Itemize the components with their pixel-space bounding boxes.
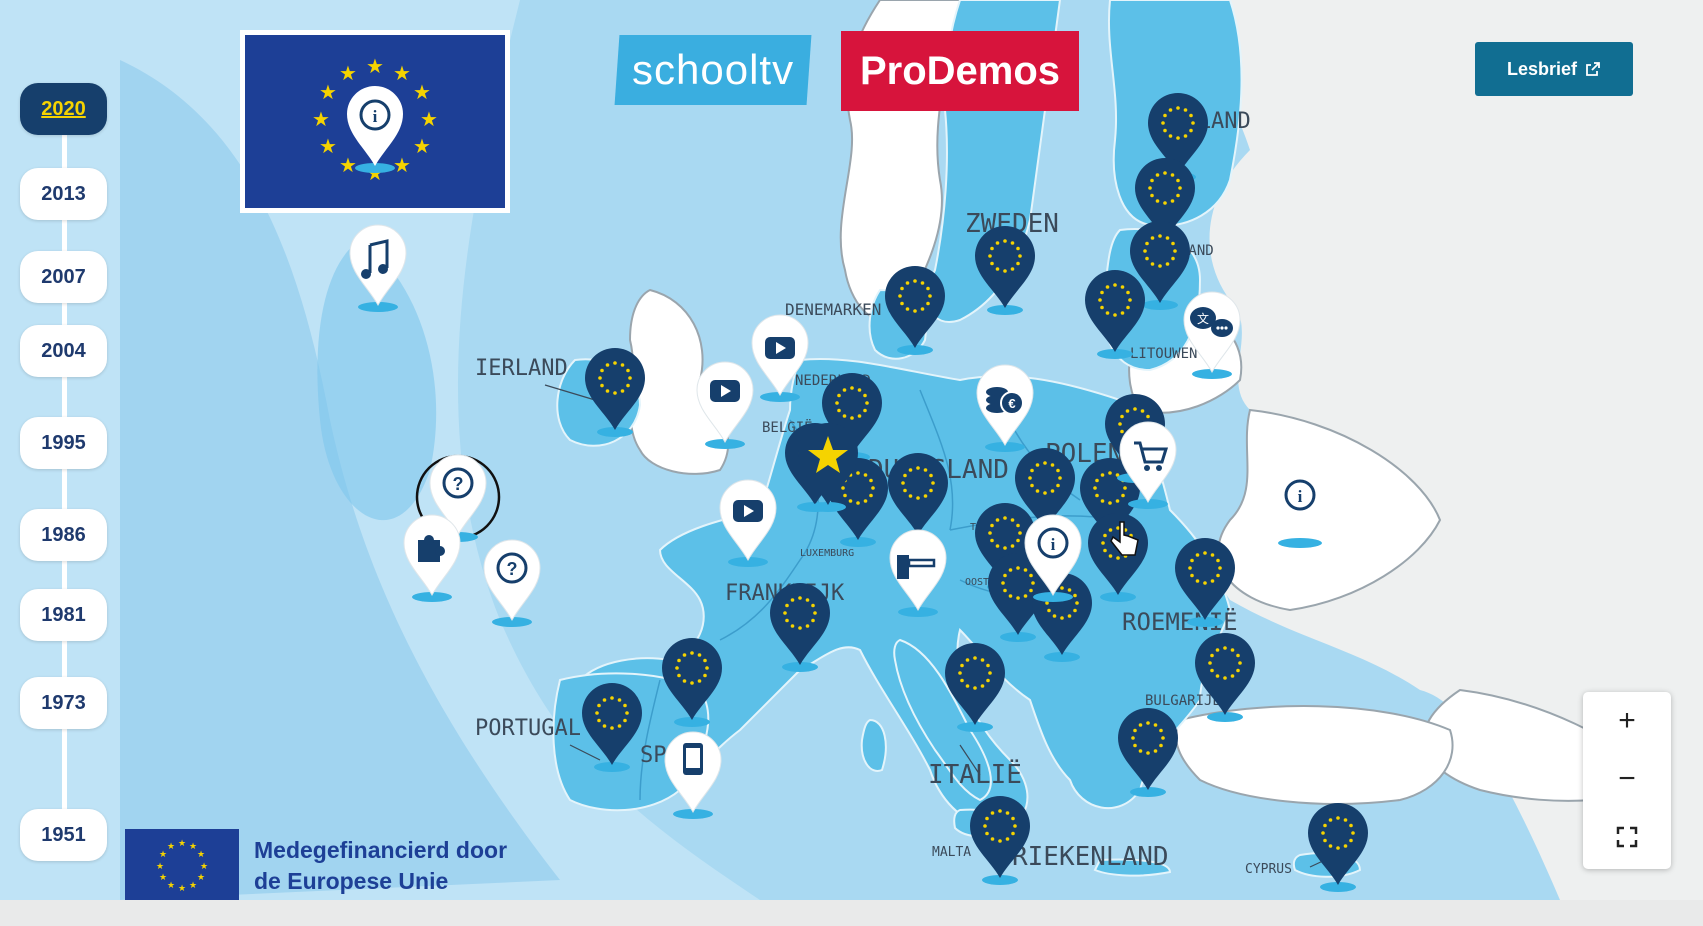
zoom-out-button[interactable]: − <box>1618 762 1636 795</box>
label-oostenrijk: OOST <box>965 577 989 588</box>
year-1986-button[interactable]: 1986 <box>20 509 107 561</box>
label-denemarken: DENEMARKEN <box>785 300 881 319</box>
year-2013-button[interactable]: 2013 <box>20 168 107 220</box>
schooltv-logo-text: schooltv <box>631 46 795 93</box>
svg-text:★: ★ <box>156 862 164 872</box>
cofunded-line2: de Europese Unie <box>254 868 449 894</box>
puzzle-icon[interactable] <box>403 514 461 603</box>
label-litouwen: LITOUWEN <box>1130 346 1197 362</box>
year-2004-button[interactable]: 2004 <box>20 325 107 377</box>
svg-text:★: ★ <box>197 873 205 883</box>
cofunded-line1: Medegefinancierd door <box>254 837 508 863</box>
info-icon <box>359 99 391 131</box>
schooltv-logo[interactable]: schooltv <box>614 35 812 105</box>
year-1995-button[interactable]: 1995 <box>20 417 107 469</box>
svg-text:★: ★ <box>167 842 175 852</box>
map-stage[interactable]: IERLAND PORTUGAL SPA FRANKRIJK DUITSLAND… <box>0 0 1703 900</box>
svg-text:★: ★ <box>366 54 384 78</box>
prodemos-logo[interactable]: ProDemos <box>841 31 1079 111</box>
fullscreen-button[interactable] <box>1583 808 1671 866</box>
label-italie: ITALIË <box>928 758 1022 790</box>
svg-text:★: ★ <box>178 839 186 849</box>
svg-text:★: ★ <box>413 80 431 104</box>
label-luxemburg: LUXEMBURG <box>800 548 854 559</box>
label-cyprus: CYPRUS <box>1245 862 1292 877</box>
phone-icon[interactable] <box>664 731 722 820</box>
year-2007-button[interactable]: 2007 <box>20 251 107 303</box>
svg-text:★: ★ <box>167 881 175 891</box>
eu-flag-info[interactable]: ★★★ ★★★ ★★★ ★★★ i <box>240 30 510 213</box>
svg-text:★: ★ <box>393 61 411 85</box>
euro-coins-icon[interactable]: € <box>976 364 1034 453</box>
svg-text:★: ★ <box>319 80 337 104</box>
external-link-icon <box>1586 62 1600 76</box>
year-1973-button[interactable]: 1973 <box>20 677 107 729</box>
lesbrief-label: Lesbrief <box>1506 58 1578 79</box>
svg-text:€: € <box>1008 396 1015 411</box>
year-1951-button[interactable]: 1951 <box>20 809 107 861</box>
cofunded-text: Medegefinancierd door de Europese Unie <box>254 835 507 897</box>
barrier-icon[interactable] <box>889 529 947 618</box>
label-bulgarije: BULGARIJE <box>1145 693 1221 709</box>
svg-text:★: ★ <box>319 134 337 158</box>
svg-text:★: ★ <box>189 881 197 891</box>
europe-map[interactable]: IERLAND PORTUGAL SPA FRANKRIJK DUITSLAND… <box>0 0 1703 900</box>
question-icon[interactable]: ? <box>483 539 541 628</box>
year-2020-button[interactable]: 2020 <box>20 83 107 135</box>
svg-text:?: ? <box>453 474 464 494</box>
svg-text:i: i <box>373 107 378 126</box>
youtube-icon[interactable] <box>696 361 754 450</box>
info-icon[interactable]: i <box>1024 514 1082 603</box>
timeline-line <box>62 120 67 840</box>
year-1981-button[interactable]: 1981 <box>20 589 107 641</box>
svg-text:i: i <box>1051 535 1056 554</box>
svg-text:★: ★ <box>189 842 197 852</box>
cofunded-eu-flag: ★ ★ ★ ★ ★ ★ ★ ★ ★ ★ ★ ★ <box>125 829 239 900</box>
svg-text:★: ★ <box>393 153 411 177</box>
svg-text:★: ★ <box>420 107 438 131</box>
cart-icon[interactable] <box>1119 421 1177 510</box>
label-malta: MALTA <box>932 845 971 860</box>
svg-text:★: ★ <box>339 153 357 177</box>
eu-flag-image: ★★★ ★★★ ★★★ ★★★ i <box>312 54 438 185</box>
youtube-icon[interactable] <box>751 314 809 403</box>
svg-text:?: ? <box>507 559 518 579</box>
fullscreen-icon <box>1616 826 1638 848</box>
label-ierland: IERLAND <box>475 356 568 381</box>
svg-text:★: ★ <box>159 850 167 860</box>
svg-text:★: ★ <box>159 873 167 883</box>
youtube-icon[interactable] <box>719 479 777 568</box>
svg-text:★: ★ <box>197 850 205 860</box>
svg-text:★: ★ <box>178 884 186 894</box>
label-portugal: PORTUGAL <box>475 716 581 741</box>
label-griekenland: RIEKENLAND <box>1012 842 1169 872</box>
hand-cursor-icon <box>1110 521 1139 556</box>
svg-text:★: ★ <box>413 134 431 158</box>
svg-text:★: ★ <box>312 107 330 131</box>
music-icon[interactable] <box>349 224 407 313</box>
prodemos-logo-text: ProDemos <box>859 48 1061 93</box>
svg-text:★: ★ <box>200 862 208 872</box>
zoom-controls: + − <box>1583 692 1671 869</box>
svg-text:★: ★ <box>339 61 357 85</box>
lesbrief-button[interactable]: Lesbrief <box>1475 42 1633 96</box>
eu-stars-icon: ★ ★★ ★★★ ★★★ ★★★ <box>156 839 208 894</box>
zoom-in-button[interactable]: + <box>1618 704 1636 737</box>
svg-text:文: 文 <box>1197 311 1209 326</box>
translate-chat-icon[interactable]: 文 <box>1183 291 1241 380</box>
info-icon[interactable]: i <box>1278 479 1322 548</box>
star-icon[interactable] <box>798 423 858 512</box>
svg-text:i: i <box>1298 487 1303 506</box>
bottom-bar <box>0 900 1703 926</box>
